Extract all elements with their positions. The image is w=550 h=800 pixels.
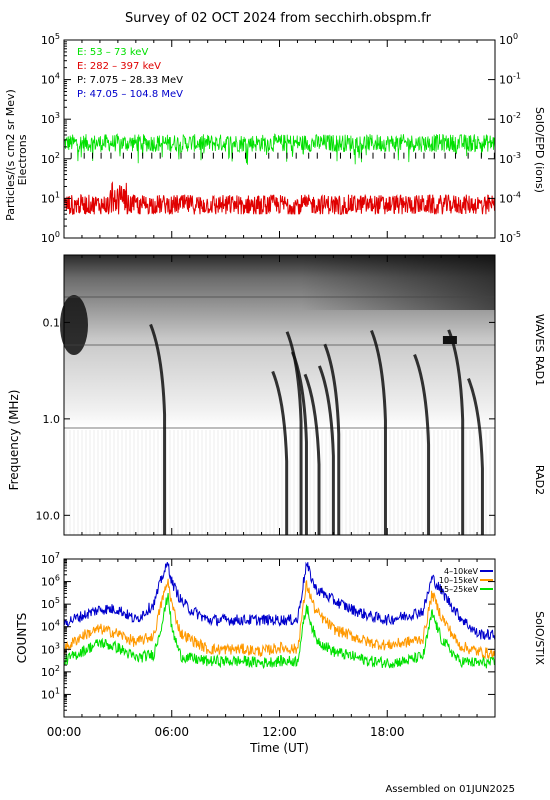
waves-ytick-label: 10.0	[36, 509, 61, 522]
footer-note: Assembled on 01JUN2025	[385, 784, 515, 795]
epd-legend-item: P: 47.05 – 104.8 MeV	[77, 89, 183, 100]
epd-ytick-label: 100	[41, 230, 60, 245]
xtick-label: 12:00	[262, 725, 297, 739]
rad2-right-label: RAD2	[533, 465, 546, 495]
stix-ytick-label: 107	[41, 551, 60, 566]
radio-burst	[271, 370, 289, 535]
stix-ylabel: COUNTS	[15, 613, 29, 664]
epd-legend-item: E: 282 – 397 keV	[77, 61, 161, 72]
epd-series-e53	[63, 133, 496, 165]
epd-series-p7	[70, 152, 495, 159]
epd-ylabel-2: Electrons	[16, 134, 29, 185]
waves-ytick-label: 1.0	[43, 413, 61, 426]
epd-panel: 100 101 102 103 104 105 10-5 10-4 10-3 10-2 10-1 10…	[4, 32, 546, 245]
xtick-label: 06:00	[154, 725, 189, 739]
stix-right-label: SoIO/STIX	[533, 611, 546, 665]
stix-series-0	[63, 561, 496, 641]
radio-burst	[291, 351, 308, 535]
epd-ytick-label: 103	[41, 111, 60, 126]
waves-ylabel: Frequency (MHz)	[7, 390, 21, 491]
waves-panel: 0.1 1.0 10.0 Frequency (MHz) WAVES RAD1 RAD2	[7, 254, 546, 536]
radio-burst	[285, 331, 303, 535]
epd-legend-item: E: 53 – 73 keV	[77, 47, 148, 58]
stix-series-2	[63, 593, 496, 670]
epd-right-ytick-label: 10-3	[499, 151, 521, 166]
epd-right-ytick-label: 10-1	[499, 72, 521, 87]
epd-right-ytick-label: 100	[499, 32, 518, 47]
epd-right-label: SoIO/EPD (ions)	[533, 107, 546, 193]
radio-burst	[317, 365, 335, 535]
epd-ytick-label: 105	[41, 32, 60, 47]
radio-burst	[323, 343, 341, 535]
epd-legend-item: P: 7.075 – 28.33 MeV	[77, 75, 183, 86]
radio-burst	[467, 378, 484, 535]
waves-feature	[442, 336, 457, 344]
waves-left-blob	[60, 295, 88, 355]
stix-ytick-label: 103	[41, 641, 60, 656]
stix-legend-item: 10–15keV	[439, 576, 479, 585]
radio-burst	[303, 373, 321, 535]
stix-legend-item: 15–25keV	[439, 585, 479, 594]
stix-legend-item: 4–10keV	[444, 567, 479, 576]
stix-series-1	[63, 578, 496, 660]
radio-burst	[370, 329, 387, 535]
epd-right-ytick-label: 10-4	[499, 190, 521, 205]
time-axis: 00:00 06:00 12:00 18:00 Time (UT)	[47, 40, 496, 755]
stix-panel: 101 102 103 104 105 106 107 4–10keV10–15keV15–2…	[15, 551, 546, 718]
figure-title: Survey of 02 OCT 2024 from secchirh.obsp…	[125, 11, 432, 26]
stix-ytick-label: 102	[41, 664, 60, 679]
waves-right-label: WAVES RAD1	[533, 314, 546, 386]
stix-ytick-label: 105	[41, 596, 60, 611]
waves-ytick-label: 0.1	[43, 316, 61, 329]
waves-upper-dark	[64, 255, 495, 310]
epd-right-ytick-label: 10-2	[499, 111, 521, 126]
stix-ytick-label: 101	[41, 686, 60, 701]
epd-ytick-label: 104	[41, 72, 60, 87]
radio-burst	[413, 353, 431, 535]
xtick-label: 00:00	[47, 725, 82, 739]
epd-right-ytick-label: 10-5	[499, 230, 521, 245]
epd-series-e282	[63, 181, 496, 215]
x-axis-label: Time (UT)	[249, 741, 309, 755]
radio-burst	[149, 323, 167, 535]
epd-ylabel: Particles/(s cm2 sr Mev)	[4, 89, 17, 221]
xtick-label: 18:00	[370, 725, 405, 739]
stix-ytick-label: 104	[41, 619, 60, 634]
stix-ytick-label: 106	[41, 574, 60, 589]
epd-ytick-label: 101	[41, 190, 60, 205]
epd-ytick-label: 102	[41, 151, 60, 166]
